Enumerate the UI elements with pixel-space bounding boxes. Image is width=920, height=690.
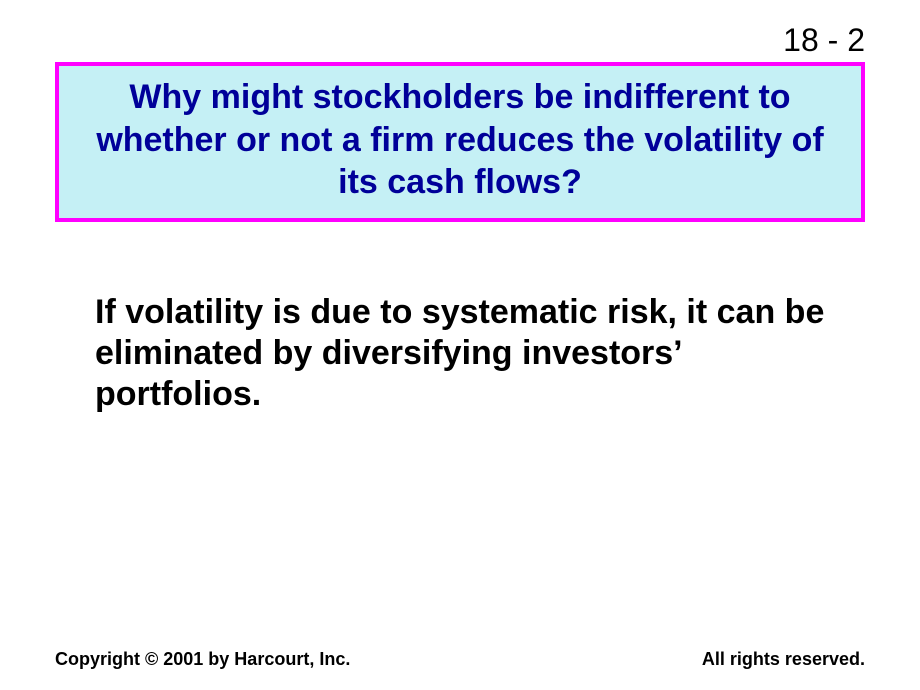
footer-rights: All rights reserved. [702, 649, 865, 670]
page-number: 18 - 2 [783, 22, 865, 59]
footer-copyright: Copyright © 2001 by Harcourt, Inc. [55, 649, 350, 670]
title-box: Why might stockholders be indifferent to… [55, 62, 865, 222]
body-text: If volatility is due to systematic risk,… [95, 292, 845, 414]
title-text: Why might stockholders be indifferent to… [79, 76, 841, 204]
